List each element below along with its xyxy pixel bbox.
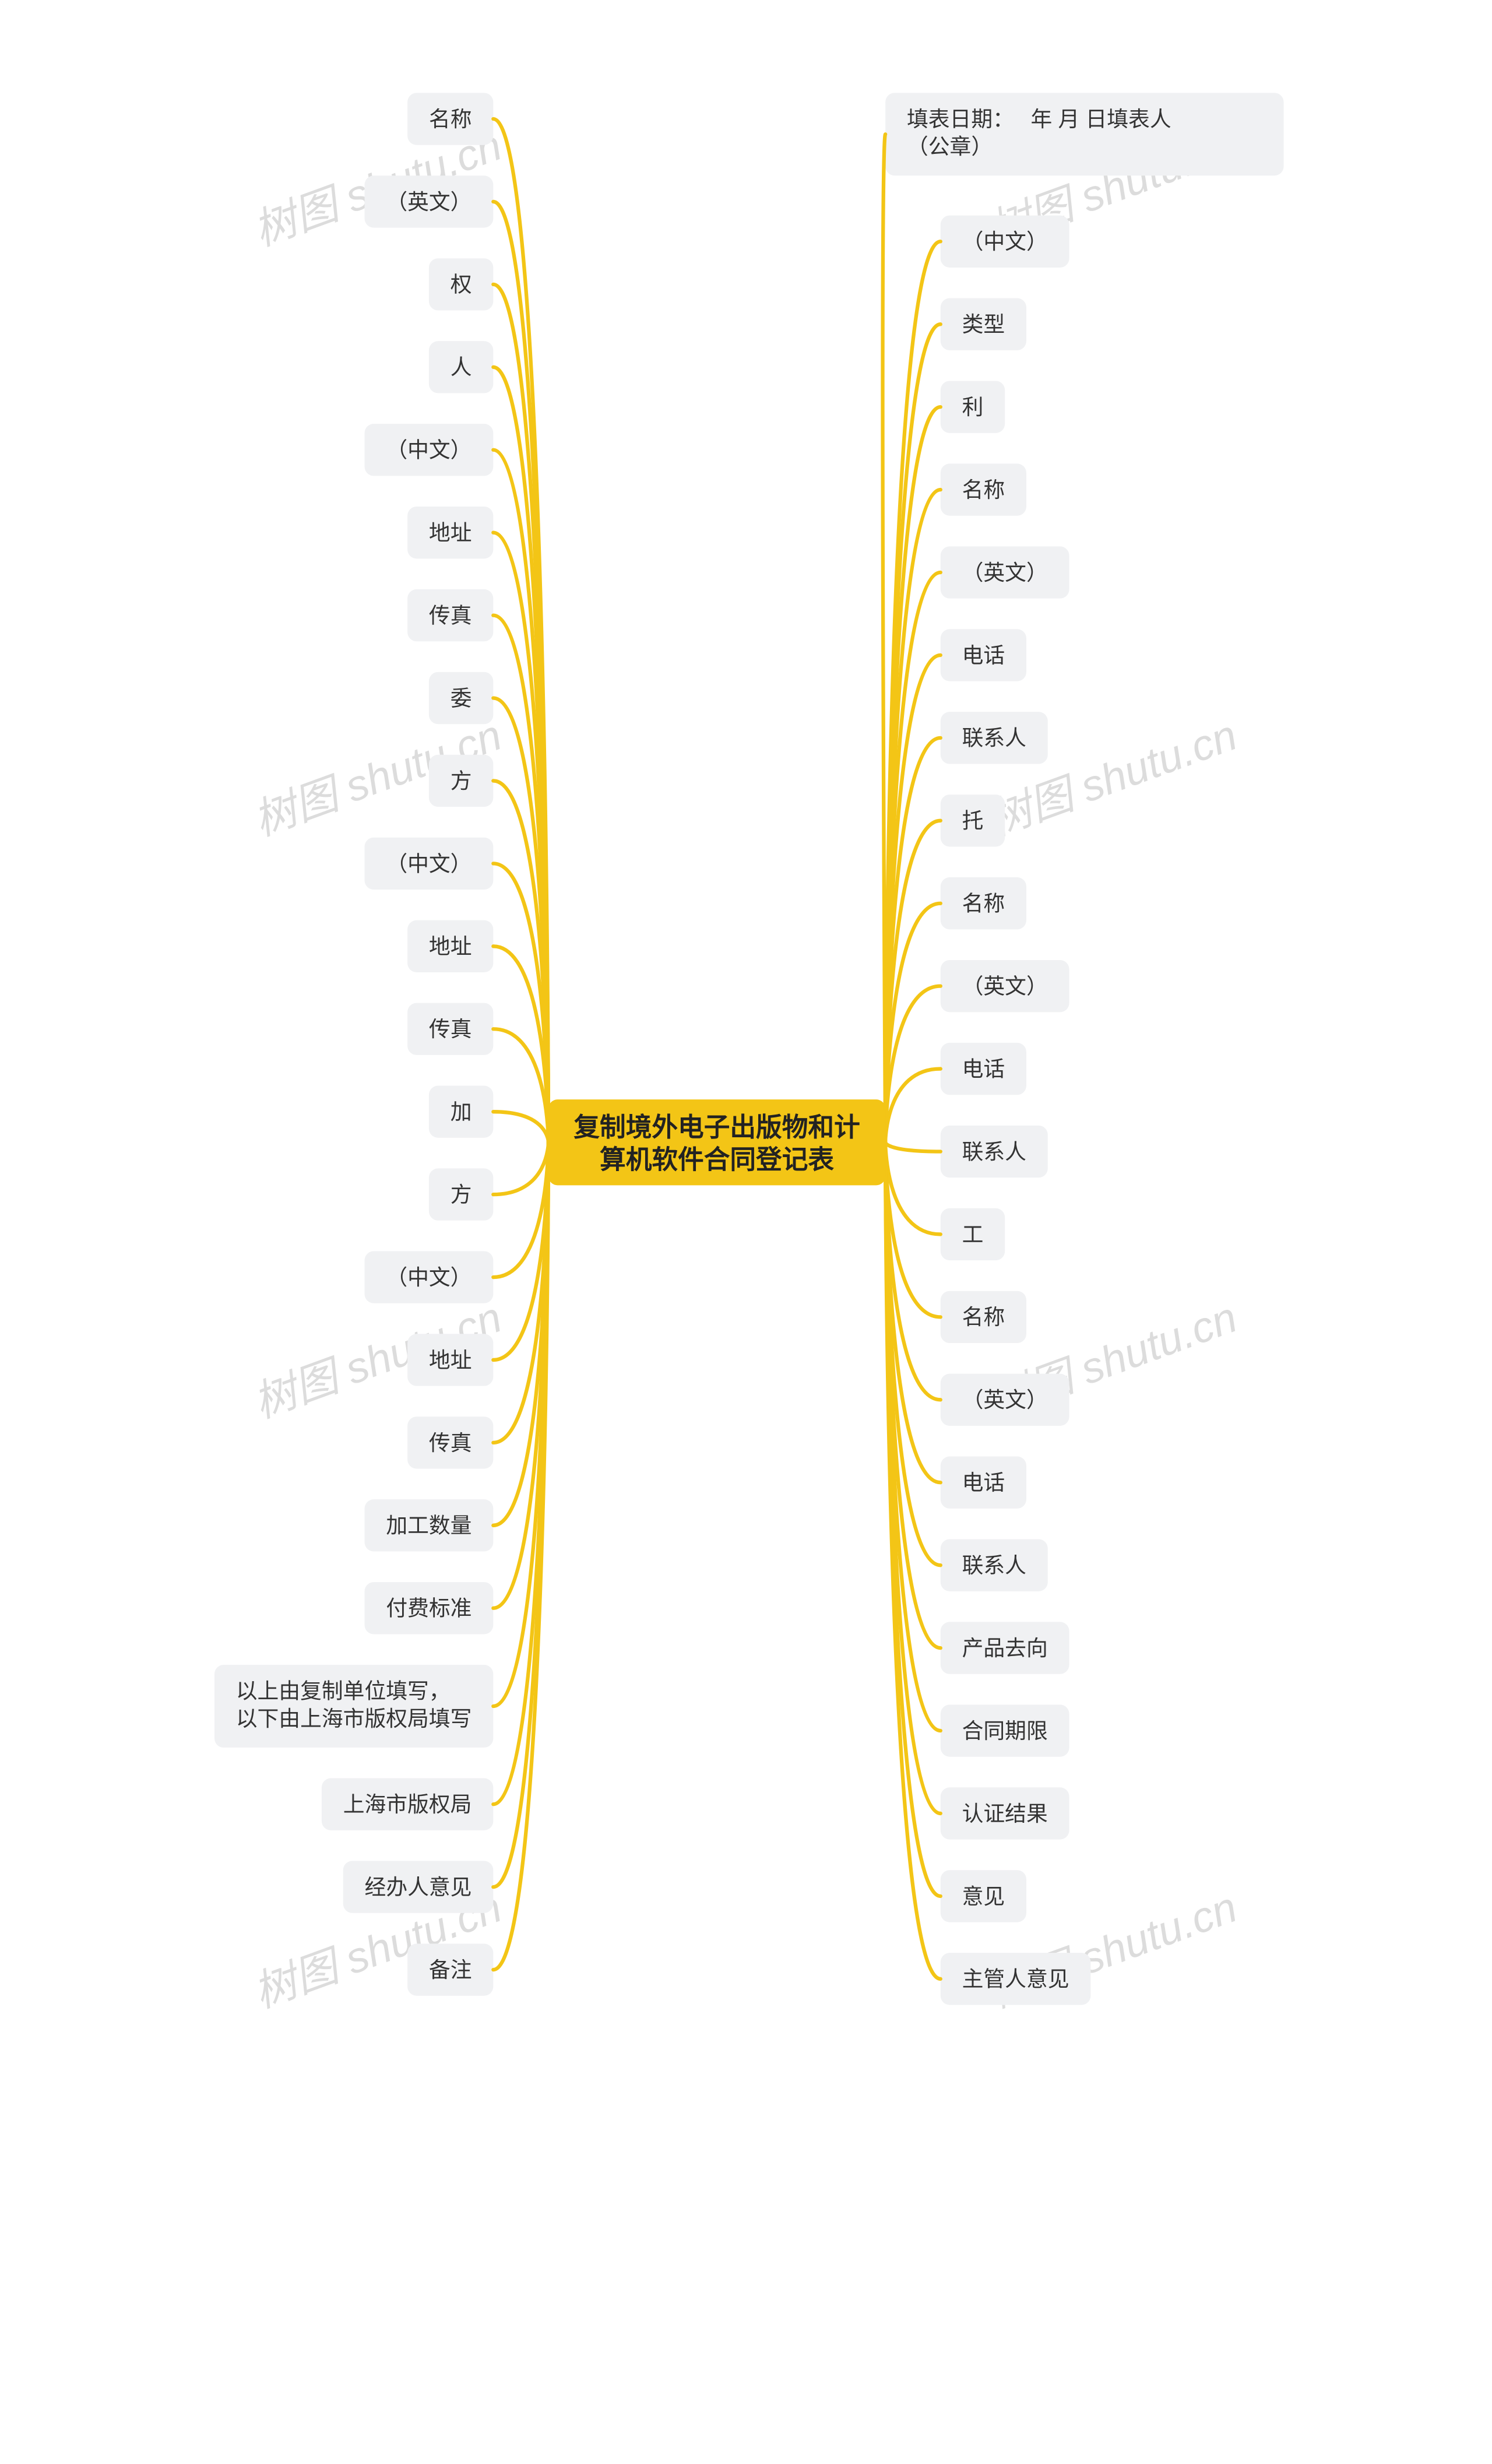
left-node-text: 方: [451, 1183, 472, 1207]
left-node-text: 加: [451, 1100, 472, 1124]
right-node-text: 联系人: [962, 726, 1026, 750]
left-node-text: 人: [451, 356, 472, 379]
left-node-text: （中文）: [386, 438, 471, 462]
left-node-text: （中文）: [386, 1266, 471, 1289]
left-node-text: （中文）: [386, 852, 471, 876]
left-node-text: 权: [451, 273, 472, 297]
right-node-text: 名称: [962, 892, 1005, 916]
right-node-text: 联系人: [962, 1140, 1026, 1164]
right-node-text: 电话: [962, 1057, 1005, 1081]
left-node-text: 地址: [429, 1348, 472, 1372]
right-node-text: 工: [962, 1222, 984, 1246]
left-node-text: （英文）: [386, 190, 471, 214]
right-node-text: 电话: [962, 644, 1005, 667]
left-node-text: 以上由复制单位填写，: [236, 1679, 451, 1703]
left-node-text: 加工数量: [386, 1514, 471, 1538]
right-node-text: 联系人: [962, 1553, 1026, 1577]
connector: [885, 1069, 941, 1143]
right-node-text: 合同期限: [962, 1719, 1048, 1743]
right-node-text: （中文）: [962, 230, 1048, 254]
left-node-text: 地址: [429, 521, 472, 545]
right-node-text: 主管人意见: [962, 1967, 1069, 1991]
root-title-line1: 复制境外电子出版物和计: [573, 1113, 860, 1142]
left-node-text: 传真: [429, 1017, 472, 1041]
right-node-text: 产品去向: [962, 1636, 1048, 1660]
connector: [493, 1112, 548, 1143]
right-node-text: 意见: [962, 1885, 1005, 1908]
mindmap-canvas: 树图 shutu.cn树图 shutu.cn树图 shutu.cn树图 shut…: [0, 0, 1492, 2464]
right-node-text: 托: [962, 809, 984, 833]
right-node-text: 电话: [962, 1471, 1005, 1495]
right-node-text: （英文）: [962, 1388, 1048, 1412]
right-header-text-2: （公章）: [907, 135, 993, 159]
connector: [493, 1143, 548, 1194]
left-node-text: 付费标准: [386, 1597, 471, 1621]
right-node-text: 利: [962, 395, 984, 419]
left-node-text: 备注: [429, 1958, 472, 1982]
right-node-text: 名称: [962, 478, 1005, 502]
connector: [885, 1143, 941, 1152]
root-title-line2: 算机软件合同登记表: [600, 1145, 834, 1174]
left-node-text: 委: [451, 686, 472, 710]
left-node-text: 传真: [429, 603, 472, 627]
left-node-text: 方: [451, 769, 472, 793]
left-node-text: 名称: [429, 107, 472, 131]
left-node-text: 地址: [429, 934, 472, 958]
right-node-text: 类型: [962, 312, 1005, 336]
right-header-text: 填表日期： 年 月 日填表人: [907, 107, 1171, 131]
left-node-text: 以下由上海市版权局填写: [236, 1707, 472, 1731]
left-node-text: 上海市版权局: [343, 1792, 472, 1816]
left-node-text: 传真: [429, 1431, 472, 1455]
connector: [885, 1143, 941, 1235]
right-node-text: （英文）: [962, 561, 1048, 585]
right-node-text: （英文）: [962, 975, 1048, 999]
connector: [493, 1143, 548, 1804]
left-node-text: 经办人意见: [365, 1875, 472, 1899]
right-node-text: 认证结果: [962, 1802, 1048, 1826]
right-node-text: 名称: [962, 1305, 1005, 1329]
